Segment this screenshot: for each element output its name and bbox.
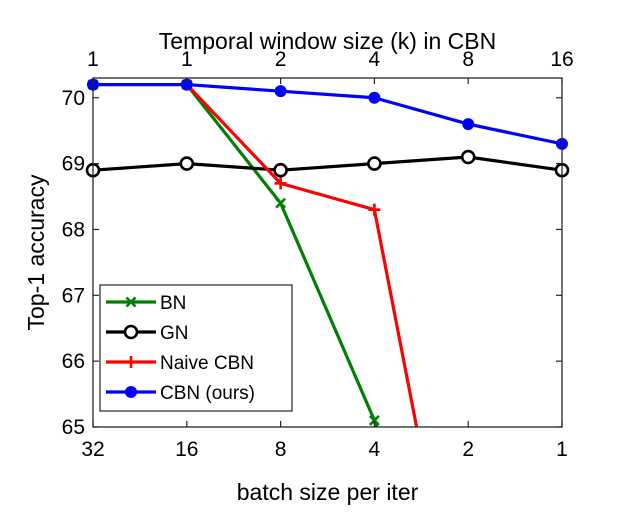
data-point	[179, 156, 195, 171]
x-tick-label-top: 1	[87, 48, 99, 71]
data-point	[273, 162, 288, 178]
data-point	[274, 85, 287, 98]
data-point	[462, 118, 475, 131]
legend-entry: Naive CBN	[106, 353, 254, 374]
x-tick-label-top: 16	[550, 48, 573, 71]
x-tick-label-bottom: 2	[462, 438, 474, 461]
x-tick-label-bottom: 32	[81, 438, 104, 461]
x-tick-label-top: 2	[275, 48, 287, 71]
x-tick-label-bottom: 16	[175, 438, 198, 461]
data-point	[368, 203, 381, 216]
x-mark-stroke	[125, 296, 137, 308]
legend-swatch-marker	[123, 324, 139, 340]
legend-entry: CBN (ours)	[106, 383, 255, 404]
plot-area-frame	[92, 77, 563, 428]
data-point	[368, 91, 381, 104]
x-axis-title: batch size per iter	[237, 479, 419, 505]
x-tick-label-bottom: 4	[369, 438, 381, 461]
x-tick-label-bottom: 1	[556, 438, 568, 461]
legend-label: CBN (ours)	[160, 383, 255, 404]
series-line-cbn-ours	[93, 82, 562, 146]
legend-swatch-marker	[125, 296, 137, 308]
y-axis-title: Top-1 accuracy	[23, 174, 49, 330]
y-tick-label: 69	[62, 153, 85, 176]
legend-swatch-marker	[125, 356, 137, 368]
y-tick-label: 68	[62, 218, 85, 241]
legend-entry: BN	[106, 293, 186, 314]
x-tick-label-top: 1	[181, 48, 193, 71]
data-point	[368, 414, 380, 426]
y-tick-label: 70	[62, 87, 85, 110]
y-tick-label: 65	[62, 416, 85, 439]
legend-label: GN	[160, 323, 189, 344]
top-axis-title: Temporal window size (k) in CBN	[159, 28, 496, 54]
data-point	[274, 177, 287, 190]
y-tick-label: 67	[62, 284, 85, 307]
legend-swatch-marker	[125, 386, 137, 398]
x-tick-label-top: 8	[462, 48, 474, 71]
data-point	[367, 156, 382, 171]
x-mark-stroke	[368, 414, 380, 426]
x-tick-label-top: 4	[369, 48, 381, 71]
data-point	[460, 149, 476, 165]
legend-label: Naive CBN	[160, 353, 254, 374]
data-point	[275, 197, 287, 209]
series-line-gn	[93, 155, 562, 172]
legend-label: BN	[160, 293, 186, 314]
y-tick-label: 66	[62, 350, 85, 373]
x-tick-label-bottom: 8	[275, 438, 287, 461]
legend-entry: GN	[106, 323, 189, 344]
x-mark-stroke	[275, 197, 287, 209]
